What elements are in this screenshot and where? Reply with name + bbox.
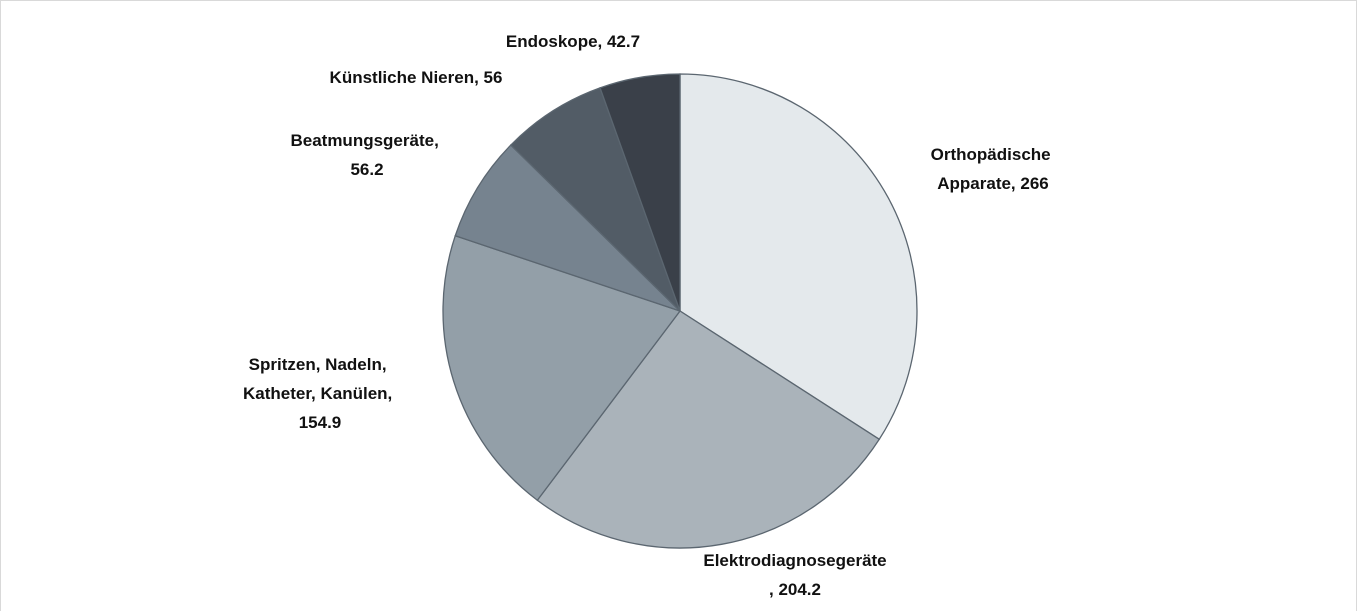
data-label: Orthopädische Apparate, 266 [931, 145, 1056, 193]
pie-slice [509, 87, 681, 312]
pie-slice [442, 234, 682, 502]
pie-slice [599, 73, 681, 312]
data-label: Spritzen, Nadeln, Katheter, Kanülen, 154… [243, 355, 397, 432]
pie-slice [454, 144, 681, 312]
data-label: Beatmungsgeräte, 56.2 [290, 131, 443, 179]
pie-slice [679, 73, 918, 441]
pie-slice [536, 310, 881, 549]
data-label: Künstliche Nieren, 56 [330, 68, 503, 87]
data-label: Elektrodiagnosegeräte, 204.2 [703, 551, 886, 599]
data-label: Endoskope, 42.7 [506, 32, 640, 51]
